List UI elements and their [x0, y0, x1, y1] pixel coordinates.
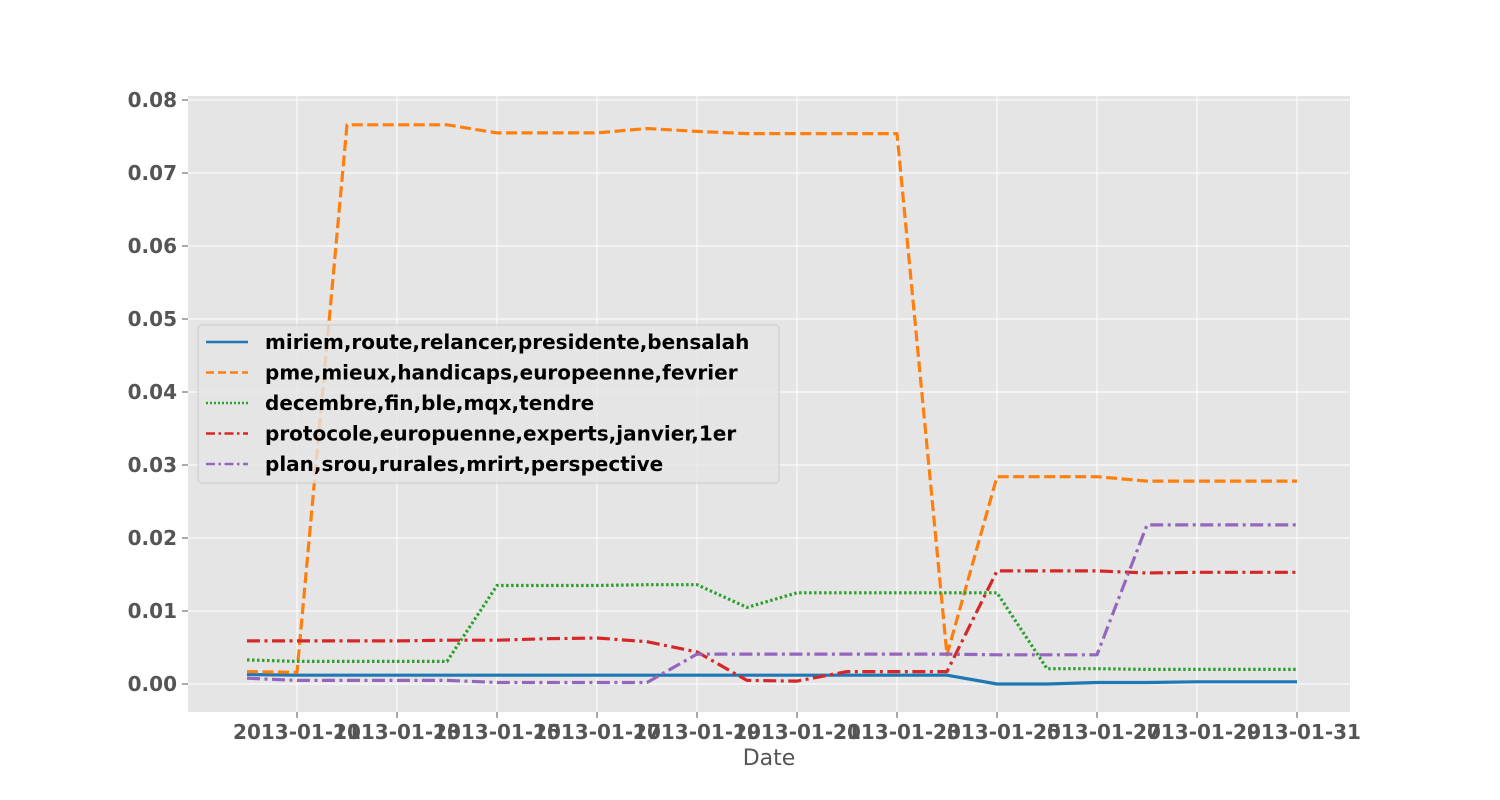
y-tick-label: 0.05 — [128, 307, 177, 331]
x-tick-label: 2013-01-31 — [1233, 720, 1361, 744]
x-tick-label: 2013-01-15 — [433, 720, 561, 744]
legend: miriem,route,relancer,presidente,bensala… — [197, 324, 780, 484]
legend-label-1: miriem,route,relancer,presidente,bensala… — [265, 330, 749, 354]
series-line-4 — [247, 569, 1297, 683]
x-axis-ticks: 2013-01-112013-01-132013-01-152013-01-17… — [233, 712, 1361, 744]
series-layer — [246, 123, 1297, 686]
y-tick-label: 0.07 — [128, 161, 177, 185]
legend-label-4: protocole,europuenne,experts,janvier,1er — [265, 422, 736, 446]
y-tick-label: 0.03 — [128, 453, 177, 477]
x-tick-label: 2013-01-23 — [833, 720, 961, 744]
x-axis-title: Date — [743, 746, 796, 771]
y-tick-label: 0.02 — [128, 526, 177, 550]
x-tick-label: 2013-01-27 — [1033, 720, 1161, 744]
y-tick-label: 0.08 — [128, 88, 177, 112]
legend-label-5: plan,srou,rurales,mrirt,perspective — [265, 452, 663, 476]
x-tick-label: 2013-01-29 — [1133, 720, 1261, 744]
series-line-5 — [246, 523, 1297, 685]
x-tick-label: 2013-01-25 — [933, 720, 1061, 744]
series-line-3 — [246, 583, 1297, 672]
legend-label-2: pme,mieux,handicaps,europeenne,fevrier — [265, 361, 738, 385]
y-tick-label: 0.04 — [128, 380, 177, 404]
legend-label-3: decembre,fin,ble,mqx,tendre — [265, 391, 594, 415]
series-line-1 — [246, 672, 1297, 686]
x-tick-label: 2013-01-21 — [733, 720, 861, 744]
x-tick-label: 2013-01-11 — [233, 720, 361, 744]
y-tick-label: 0.06 — [128, 234, 177, 258]
y-axis-ticks: 0.00 0.01 0.02 0.03 0.04 0.05 0.06 0.07 0.08 — [128, 88, 188, 696]
x-tick-label: 2013-01-13 — [333, 720, 461, 744]
legend-box — [197, 324, 780, 484]
y-tick-label: 0.00 — [128, 672, 177, 696]
series-line-2 — [246, 123, 1297, 674]
x-tick-label: 2013-01-19 — [633, 720, 761, 744]
y-tick-label: 0.01 — [128, 599, 177, 623]
x-tick-label: 2013-01-17 — [533, 720, 661, 744]
